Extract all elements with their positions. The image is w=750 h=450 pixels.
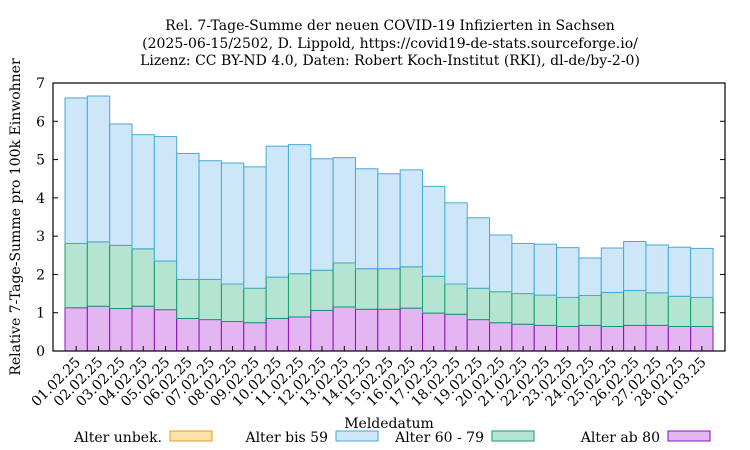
bar-segment [109,308,133,352]
bar-segment [377,308,401,352]
bar-segment [332,262,356,308]
bar-segment [667,246,692,297]
bar-segment [310,309,334,352]
bar-segment [287,273,312,318]
y-tick-label: 0 [36,344,45,360]
bar-segment [131,248,155,307]
legend: Alter unbek. Alter bis 59 Alter 60 - 79 Alt… [73,430,711,446]
y-tick-label: 6 [36,114,45,130]
bar-segment [220,162,245,285]
y-tick-label: 3 [36,229,45,245]
bar-segment [422,275,446,314]
legend-label: Alter bis 59 [244,430,328,446]
bar-segment [444,283,468,315]
legend-swatch [667,430,711,442]
bar-segment [86,95,111,243]
chart-title-line-2: (2025-06-15/2502, D. Lippold, https://co… [142,36,638,52]
bar-segment [533,243,558,296]
chart-title-line-1: Rel. 7-Tage-Summe der neuen COVID-19 Inf… [165,18,615,34]
bar-segment [556,247,580,298]
bar-segment [511,293,535,325]
bar-segment [645,292,669,326]
bar-segment [64,97,88,244]
x-axis: 01.02.2502.02.2503.02.2504.02.2505.02.25… [29,346,710,410]
bar-segment [645,244,669,294]
legend-swatch [169,430,213,442]
bar-series-group [64,95,714,352]
bar-segment [310,158,334,271]
bar-segment [198,160,222,280]
bar-segment [399,169,424,268]
bar-segment [578,257,602,296]
bar-segment [332,306,356,352]
bar-segment [600,291,625,327]
y-tick-label: 1 [36,306,45,322]
legend-label: Alter unbek. [73,430,162,446]
bar-segment [489,291,513,324]
bar-segment [64,307,88,352]
bar-segment [623,241,647,292]
bar-segment [153,309,178,352]
bar-segment [287,144,312,275]
bar-segment [287,316,312,352]
chart-title-line-3: Lizenz: CC BY-ND 4.0, Daten: Robert Koch… [140,53,640,69]
bar-segment [578,294,602,326]
bar-segment [533,294,558,326]
bar-segment [153,260,178,311]
bar-segment [153,136,178,262]
bar-segment [198,278,222,321]
legend-swatch [335,430,379,442]
bar-segment [377,268,401,310]
bar-segment [667,295,692,327]
bar-segment [422,185,446,277]
y-tick-label: 2 [36,267,45,283]
bar-segment [600,247,625,293]
bar-segment [86,305,111,352]
bar-segment [466,287,491,321]
y-axis-label: Relative 7-Tage-Summe pro 100k Einwohner [8,58,24,376]
bar-segment [399,266,424,309]
bar-segment [86,241,111,307]
legend-label: Alter ab 80 [580,430,660,446]
bar-segment [511,242,535,295]
legend-swatch [491,430,535,442]
bar-segment [310,269,334,311]
bar-segment [109,244,133,310]
bar-segment [690,296,714,327]
bar-segment [466,217,491,289]
bar-segment [243,166,267,289]
chart-title: Rel. 7-Tage-Summe der neuen COVID-19 Inf… [140,18,640,69]
bar-segment [444,202,468,285]
bar-segment [176,152,200,280]
bar-segment [109,123,133,246]
y-tick-label: 4 [36,191,45,207]
bar-segment [265,276,289,319]
bar-segment [131,134,155,250]
bar-segment [354,308,379,352]
y-tick-label: 5 [36,153,45,169]
bar-segment [489,234,513,293]
bar-segment [377,173,401,270]
bar-segment [623,290,647,326]
bar-segment [131,305,155,352]
bar-segment [690,247,714,298]
bar-segment [556,296,580,327]
y-tick-label: 7 [36,76,45,92]
bar-segment [354,168,379,270]
plot-frame [52,82,726,352]
bar-segment [64,242,88,309]
bar-segment [265,145,289,278]
bar-segment [422,312,446,352]
bar-segment [176,278,200,319]
bar-segment [332,157,356,264]
bar-segment [354,268,379,310]
x-axis-label: Meldedatum [344,416,434,432]
bar-segment [444,313,468,352]
bar-segment [220,283,245,323]
bar-segment [399,307,424,352]
legend-label: Alter 60 - 79 [394,430,484,446]
bar-segment [243,287,267,324]
y-axis: 0 1 2 3 4 5 6 7 [36,76,725,360]
